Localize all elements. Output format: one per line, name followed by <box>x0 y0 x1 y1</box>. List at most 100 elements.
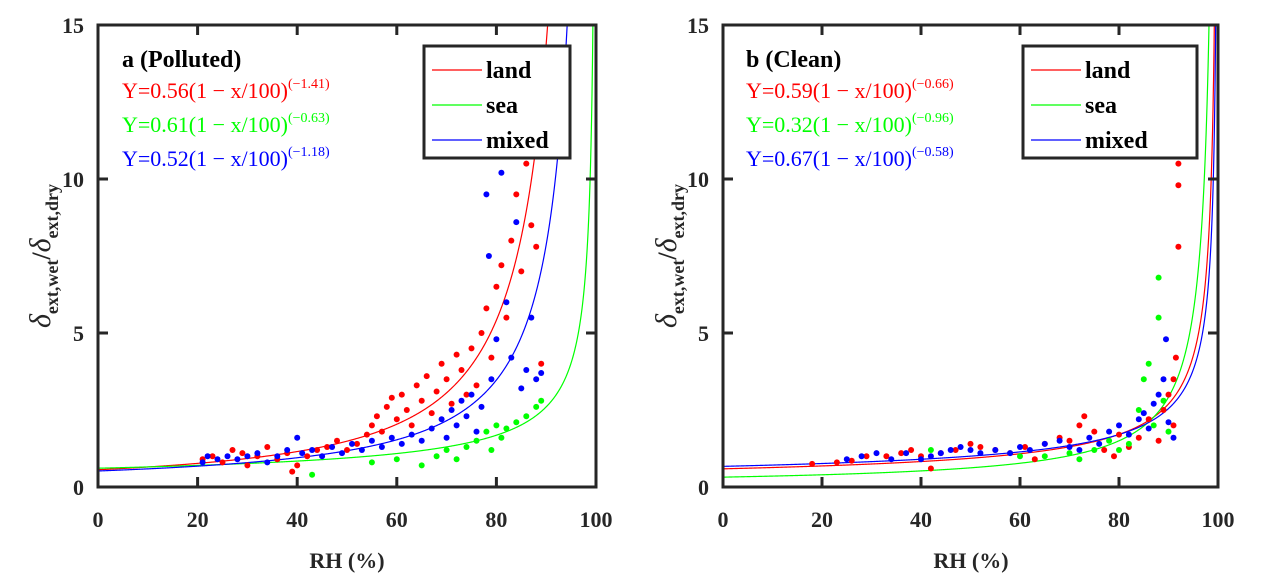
scatter-point-land <box>1091 428 1098 435</box>
scatter-point-land <box>883 453 890 460</box>
scatter-point-land <box>453 351 460 358</box>
x-axis-label-b: RH (%) <box>933 548 1008 573</box>
x-axis-label-a: RH (%) <box>309 548 384 573</box>
scatter-point-land <box>1170 422 1177 429</box>
scatter-point-sea <box>538 397 545 404</box>
scatter-point-sea <box>503 425 510 432</box>
y-tick-label: 10 <box>687 167 709 192</box>
scatter-point-land <box>458 367 465 373</box>
scatter-point-sea <box>368 459 375 466</box>
legend-box-b <box>1021 44 1199 160</box>
scatter-point-land <box>1101 447 1108 453</box>
scatter-point-land <box>443 376 450 383</box>
scatter-point-land <box>1066 437 1073 444</box>
scatter-point-land <box>388 394 395 401</box>
scatter-point-land <box>1135 434 1142 441</box>
scatter-point-mixed <box>349 440 355 447</box>
scatter-point-land <box>518 268 525 275</box>
scatter-point-mixed <box>1041 440 1048 447</box>
scatter-point-sea <box>463 444 470 450</box>
scatter-point-mixed <box>957 444 964 450</box>
fit-equation-mixed: Y=0.67(1 − x/100)(−0.58) <box>746 145 954 171</box>
scatter-point-land <box>1022 444 1028 450</box>
scatter-point-sea <box>533 403 540 410</box>
scatter-point-sea <box>433 453 440 460</box>
scatter-point-mixed <box>438 416 445 423</box>
scatter-point-land <box>383 403 390 410</box>
scatter-point-sea <box>1076 456 1083 463</box>
scatter-point-mixed <box>329 444 336 450</box>
scatter-point-land <box>538 360 545 367</box>
scatter-point-mixed <box>1076 447 1083 453</box>
scatter-point-mixed <box>309 447 316 453</box>
scatter-point-land <box>1175 243 1182 250</box>
x-tick-label: 80 <box>485 507 507 532</box>
scatter-point-land <box>403 407 410 413</box>
scatter-point-land <box>498 262 505 269</box>
scatter-point-mixed <box>448 407 455 413</box>
panel-title-a: a (Polluted) <box>122 47 241 73</box>
scatter-point-mixed <box>378 444 385 450</box>
legend-box-a <box>422 44 572 160</box>
scatter-point-land <box>314 447 321 453</box>
scatter-point-mixed <box>1116 422 1122 429</box>
legend-label-mixed: mixed <box>486 128 549 154</box>
scatter-point-sea <box>493 422 500 429</box>
scatter-point-land <box>977 444 984 450</box>
scatter-point-sea <box>418 462 425 469</box>
scatter-point-land <box>438 360 445 367</box>
scatter-point-mixed <box>903 450 910 457</box>
scatter-point-land <box>967 440 974 447</box>
scatter-point-sea <box>473 437 480 444</box>
scatter-point-mixed <box>473 428 480 435</box>
scatter-point-land <box>463 391 470 398</box>
x-tick-label: 40 <box>286 507 308 532</box>
fit-equation-land: Y=0.56(1 − x/100)(−1.41) <box>122 77 330 103</box>
y-tick-label: 5 <box>698 321 709 346</box>
scatter-point-land <box>508 237 515 244</box>
y-tick-label: 15 <box>62 13 84 38</box>
equations-a: Y=0.56(1 − x/100)(−1.41) Y=0.61(1 − x/100… <box>122 77 330 171</box>
x-tick-label: 20 <box>811 507 833 532</box>
fit-curve-mixed <box>723 25 1217 467</box>
scatter-point-land <box>264 444 271 450</box>
y-tick-label: 5 <box>73 321 84 346</box>
scatter-point-land <box>423 373 430 380</box>
panel-b: 0 20 40 60 80 100 0 5 10 15 RH (%) δext,wet/δext… <box>650 13 1235 573</box>
scatter-point-sea <box>1160 397 1167 404</box>
scatter-point-land <box>1076 422 1083 429</box>
legend-a: land sea mixed <box>422 44 572 160</box>
scatter-point-land <box>209 453 216 460</box>
scatter-point-mixed <box>523 367 530 373</box>
y-tick-label: 0 <box>698 475 709 500</box>
fit-equation-sea: Y=0.61(1 − x/100)(−0.63) <box>122 111 330 137</box>
scatter-point-sea <box>453 456 460 463</box>
scatter-point-mixed <box>1026 447 1033 453</box>
scatter-point-land <box>378 428 385 435</box>
scatter-point-sea <box>1125 440 1132 447</box>
scatter-point-land <box>533 243 540 250</box>
scatter-point-mixed <box>858 453 865 460</box>
scatter-point-land <box>428 410 435 417</box>
scatter-point-mixed <box>1145 425 1152 432</box>
scatter-point-land <box>393 416 400 423</box>
scatter-point-mixed <box>1165 419 1172 426</box>
scatter-point-mixed <box>358 447 365 453</box>
scatter-point-mixed <box>518 385 525 392</box>
scatter-point-land <box>289 468 296 475</box>
legend-b: land sea mixed <box>1021 44 1199 160</box>
scatter-point-mixed <box>1163 336 1169 343</box>
scatter-point-mixed <box>498 169 505 176</box>
svg-text:δext,wet/δext,dry: δext,wet/δext,dry <box>650 184 688 328</box>
x-tick-label: 100 <box>580 507 613 532</box>
fit-curve-sea <box>98 25 594 469</box>
scatter-point-mixed <box>224 453 231 460</box>
scatter-point-mixed <box>927 453 934 460</box>
legend-label-land: land <box>486 58 532 84</box>
scatter-point-sea <box>498 434 505 441</box>
scatter-point-mixed <box>538 370 545 376</box>
scatter-point-mixed <box>388 434 395 441</box>
scatter-points-b <box>809 160 1182 472</box>
plot-frame-b <box>721 23 1220 489</box>
